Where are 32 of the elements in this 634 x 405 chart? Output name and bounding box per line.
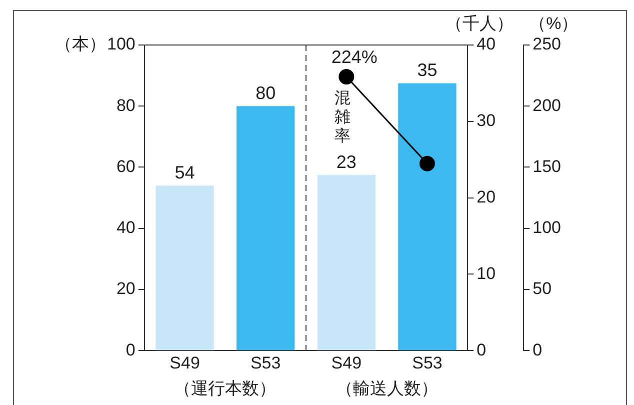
y3-axis-title: （%） <box>529 14 578 34</box>
y2-tick-label: 20 <box>476 187 496 206</box>
y2-tick-label: 0 <box>476 340 486 360</box>
series-label: 混雑率 <box>334 90 350 146</box>
y3-tick-label: 100 <box>532 218 562 238</box>
y2-axis-title: （千人） <box>446 14 514 34</box>
y2-tick-label: 10 <box>476 264 496 283</box>
y3-tick-label: 0 <box>532 340 542 360</box>
y3-tick-label: 50 <box>532 279 552 298</box>
data-label: 54 <box>174 162 195 183</box>
data-label: 80 <box>256 83 276 104</box>
y-tick-label: 100 <box>106 34 136 54</box>
y-tick-label: 40 <box>116 218 136 238</box>
data-label: 35 <box>417 60 438 80</box>
y2-tick-label: 40 <box>476 34 496 54</box>
x-tick-label: S49 <box>331 353 362 372</box>
data-label: 224% <box>331 46 378 67</box>
x-tick-label: S49 <box>170 353 200 372</box>
data-label: 23 <box>336 152 356 172</box>
text: （輸送人数） <box>336 378 438 398</box>
y-tick-label: 0 <box>126 340 136 360</box>
y3-tick-label: 150 <box>532 156 562 176</box>
x-tick-label: S53 <box>250 353 281 372</box>
x-tick-label: S53 <box>412 353 442 372</box>
y-tick-label: 20 <box>116 279 136 298</box>
y3-tick-label: 250 <box>532 34 562 54</box>
y-axis-title: （本） <box>55 34 106 54</box>
y-tick-label: 60 <box>116 156 136 176</box>
text: （運行本数） <box>174 378 276 398</box>
y-tick-label: 80 <box>116 96 136 115</box>
y2-tick-label: 30 <box>476 111 496 130</box>
y3-tick-label: 200 <box>532 96 562 115</box>
